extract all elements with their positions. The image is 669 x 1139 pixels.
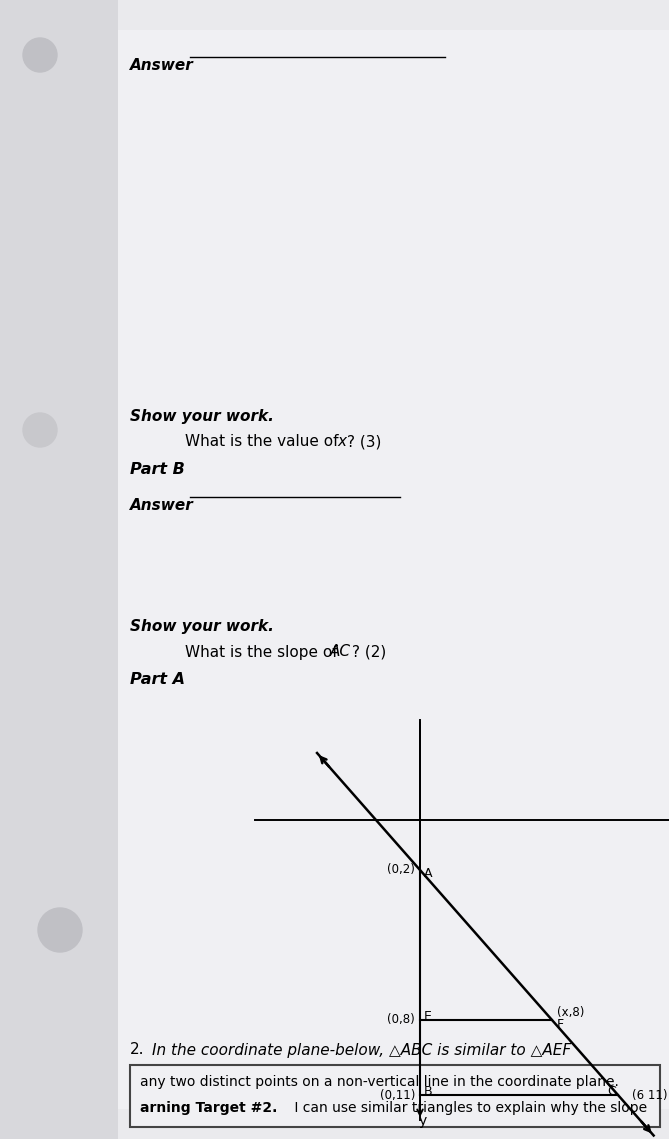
Text: x: x xyxy=(337,434,346,450)
Text: arning Target #2.: arning Target #2. xyxy=(140,1101,278,1115)
Text: What is the value of: What is the value of xyxy=(185,434,343,450)
Circle shape xyxy=(23,38,57,72)
Text: C: C xyxy=(607,1085,616,1098)
Text: (0,2): (0,2) xyxy=(387,863,415,877)
Bar xyxy=(118,30,669,1109)
Text: E: E xyxy=(424,1010,432,1023)
Text: Show your work.: Show your work. xyxy=(130,409,274,424)
Text: Answer: Answer xyxy=(130,498,194,513)
Text: (0,8): (0,8) xyxy=(387,1014,415,1026)
Text: 2.: 2. xyxy=(130,1042,145,1057)
Bar xyxy=(118,0,669,1139)
Text: AC: AC xyxy=(330,645,351,659)
Text: ? (2): ? (2) xyxy=(352,645,386,659)
Text: (0,11): (0,11) xyxy=(379,1089,415,1101)
Circle shape xyxy=(23,413,57,446)
Text: any two distinct points on a non-vertical line in the coordinate plane.: any two distinct points on a non-vertica… xyxy=(140,1075,619,1089)
Text: F: F xyxy=(557,1018,564,1031)
Text: (6 11): (6 11) xyxy=(632,1089,668,1101)
Text: Part A: Part A xyxy=(130,672,185,688)
Text: A: A xyxy=(424,867,432,880)
Text: Show your work.: Show your work. xyxy=(130,618,274,633)
Text: ? (3): ? (3) xyxy=(347,434,381,450)
Text: Answer: Answer xyxy=(130,57,194,73)
Text: What is the slope of: What is the slope of xyxy=(185,645,343,659)
Text: I can use similar triangles to explain why the slope: I can use similar triangles to explain w… xyxy=(290,1101,647,1115)
Text: y: y xyxy=(419,1114,427,1128)
Text: In the coordinate plane‑below, △ABC is similar to △AEF: In the coordinate plane‑below, △ABC is s… xyxy=(152,1042,571,1057)
Text: (x,8): (x,8) xyxy=(557,1006,585,1019)
Circle shape xyxy=(38,908,82,952)
Text: Part B: Part B xyxy=(130,462,185,477)
Text: B: B xyxy=(424,1085,433,1098)
FancyBboxPatch shape xyxy=(130,1065,660,1126)
